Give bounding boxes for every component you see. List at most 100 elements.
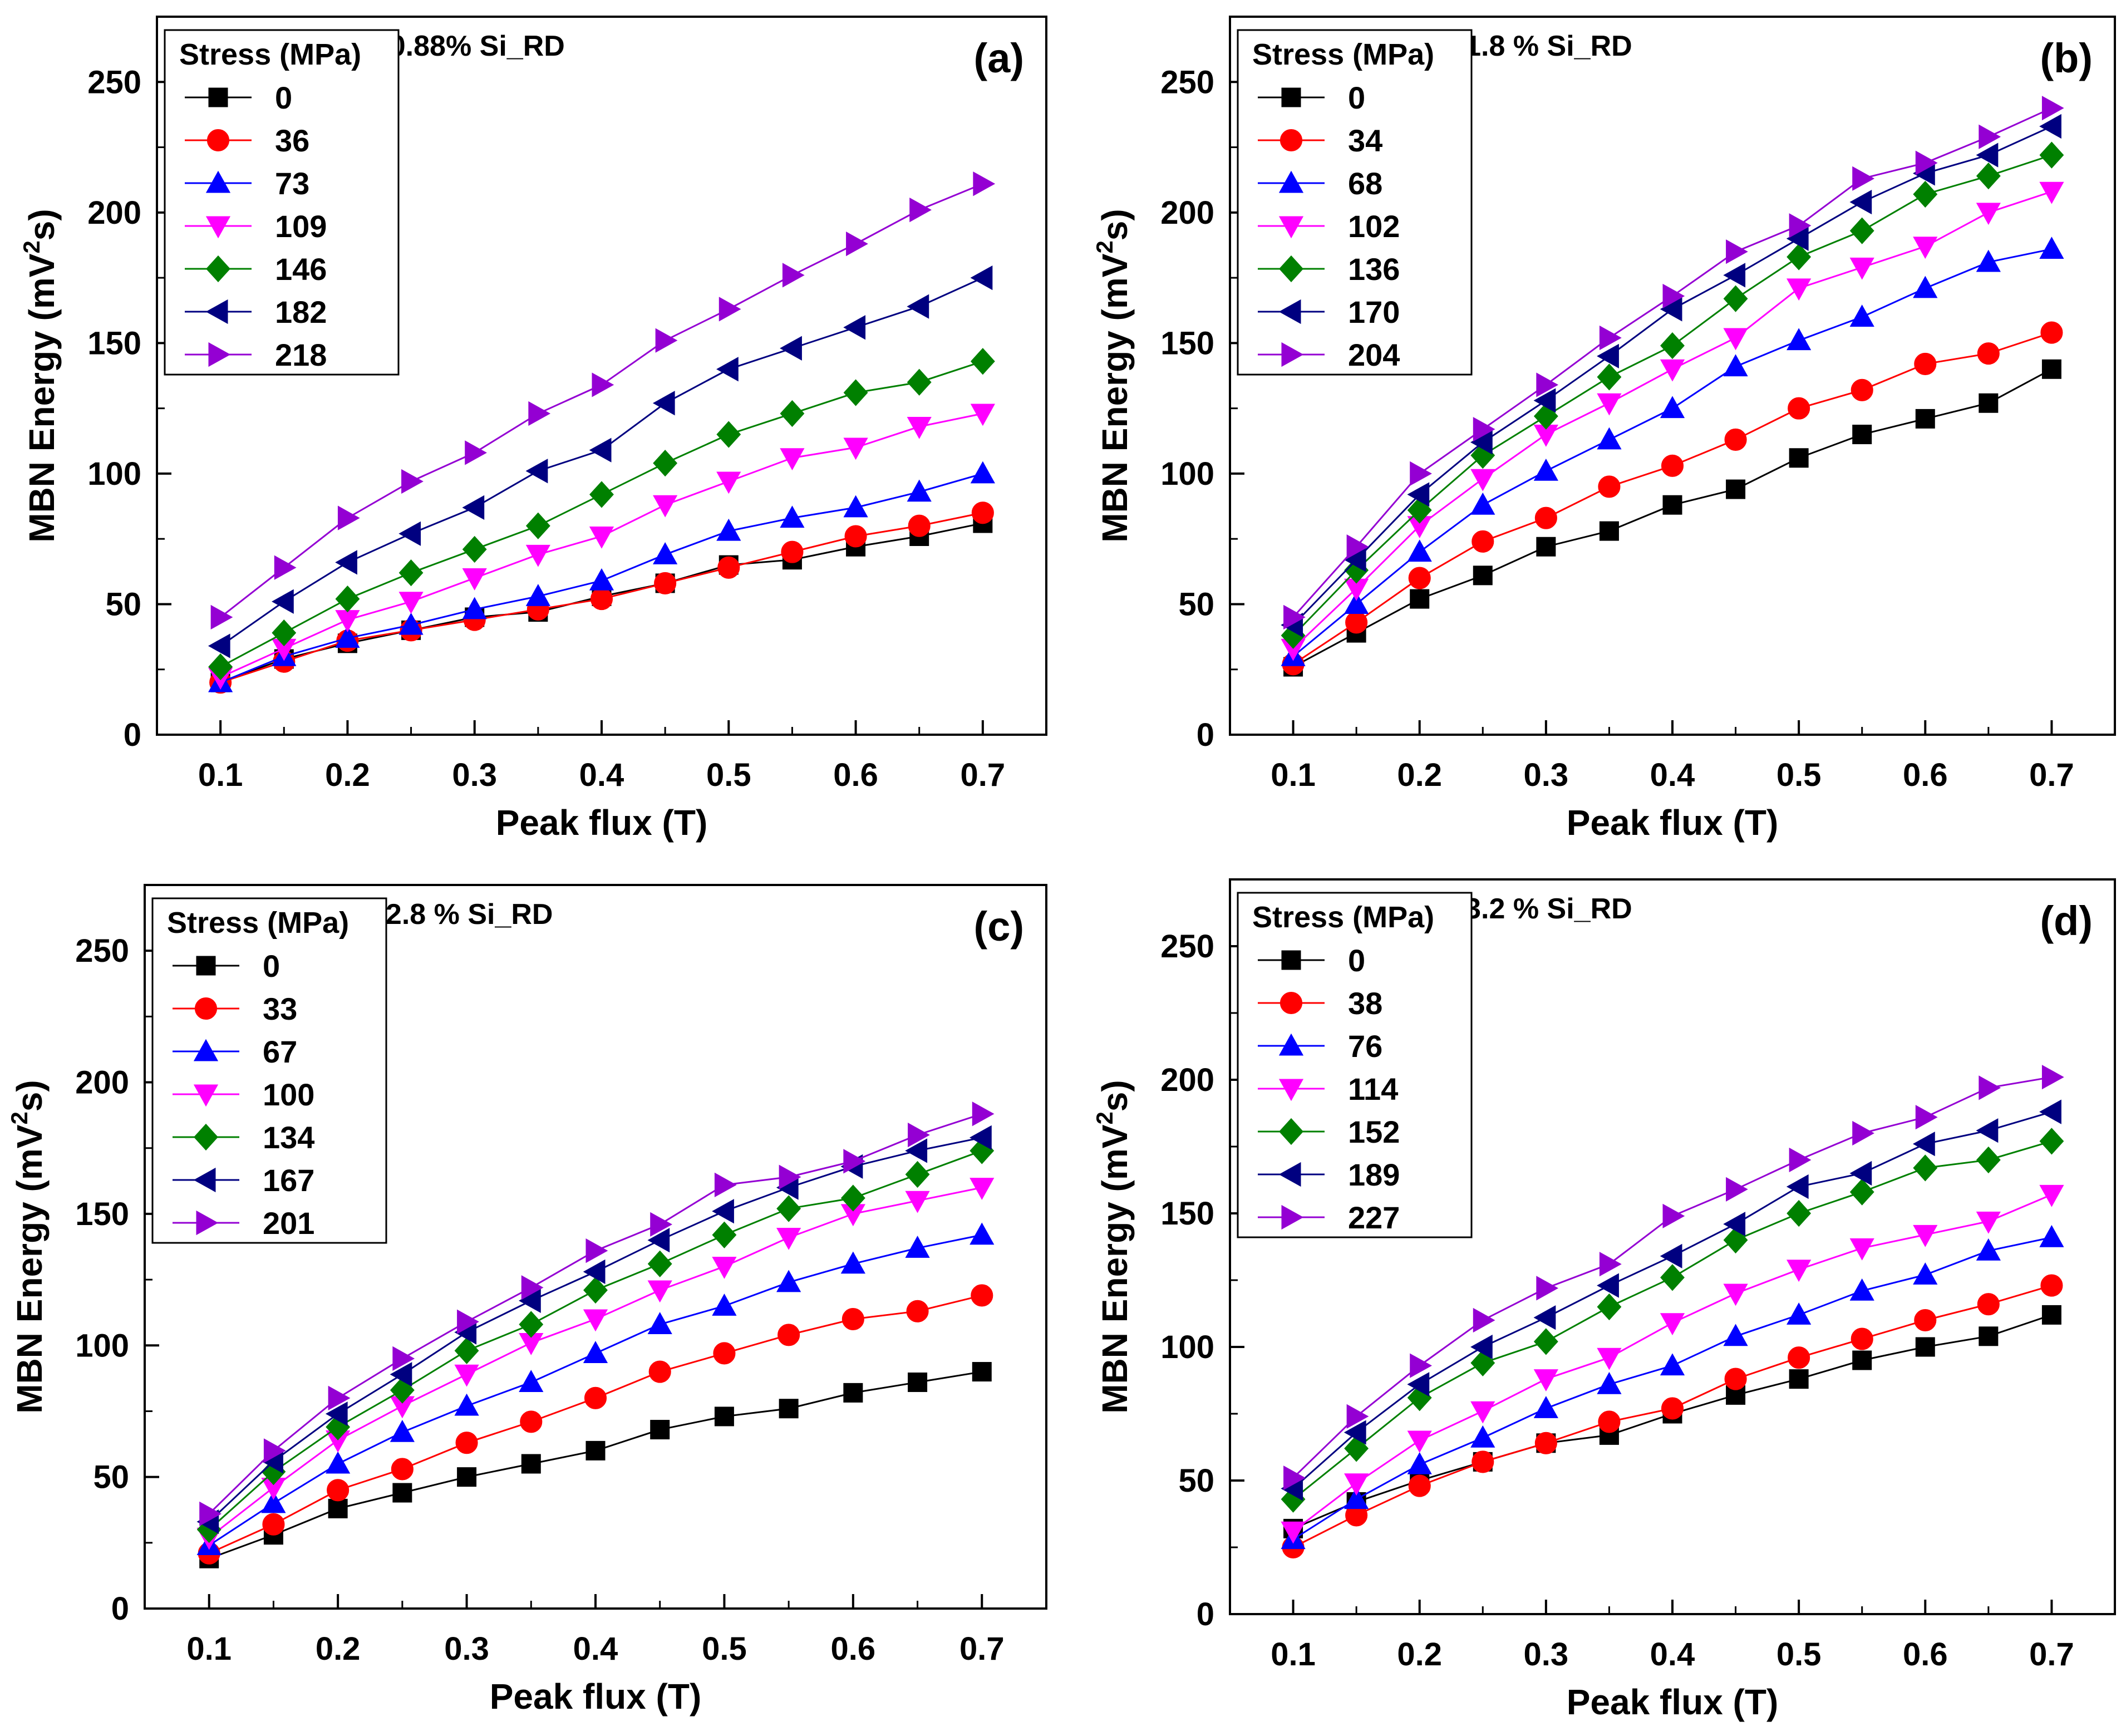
data-point (781, 540, 804, 563)
data-point (335, 626, 360, 648)
data-point (1913, 1262, 1938, 1285)
data-point (780, 448, 805, 471)
data-point (398, 612, 424, 635)
data-point (1789, 1147, 1812, 1173)
data-point (1787, 278, 1812, 301)
data-point (1533, 458, 1558, 481)
data-point (907, 294, 929, 319)
data-point (1599, 521, 1619, 541)
y-tick-label: 50 (105, 586, 141, 622)
data-point (650, 1212, 672, 1237)
y-tick-label: 0 (1197, 1596, 1214, 1632)
data-point (779, 1399, 799, 1419)
legend-marker (1278, 170, 1304, 193)
data-point (712, 1256, 737, 1279)
data-point (1473, 417, 1495, 442)
legend-label: 218 (275, 337, 327, 372)
legend-marker (1279, 129, 1303, 152)
data-point (390, 1419, 415, 1442)
legend-marker (1279, 255, 1303, 283)
series-204 (1283, 96, 2064, 630)
data-point (1849, 257, 1874, 280)
legend-label: 167 (263, 1163, 314, 1198)
data-point (1851, 378, 1873, 401)
data-point (1852, 425, 1872, 445)
legend-marker (193, 1039, 219, 1061)
data-point (263, 1438, 286, 1463)
data-point (647, 1280, 672, 1303)
legend-box (1237, 892, 1473, 1238)
chart-panel-d: 0.1 0.2 0.3 0.4 0.5 0.6 0.7 0 50 100 150 200 250 Peak… (1091, 878, 2116, 1722)
data-point (1852, 1120, 1874, 1146)
data-point (1976, 142, 1999, 168)
x-tick-label: 0.5 (706, 757, 751, 793)
y-axis-label-end: s) (1095, 1080, 1135, 1112)
chart-title: 0.88% Si_RD (390, 30, 565, 62)
legend-marker (1278, 1079, 1304, 1101)
data-point (1789, 448, 1809, 468)
legend-marker (205, 216, 231, 239)
data-point (525, 544, 550, 567)
data-point (970, 1178, 995, 1200)
data-point (776, 1270, 801, 1292)
data-point (1913, 1224, 1938, 1247)
series-114 (1281, 1184, 2064, 1544)
y-tick-label: 50 (93, 1459, 129, 1496)
data-point (1976, 163, 2001, 190)
data-point (717, 556, 740, 579)
data-point (843, 315, 866, 340)
legend-title: Stress (MPa) (167, 906, 349, 940)
x-tick-label: 0.7 (959, 1631, 1005, 1667)
x-tick-label: 0.7 (2029, 1636, 2074, 1673)
data-point (843, 495, 868, 518)
y-tick-label: 100 (87, 456, 141, 492)
data-point (1660, 1243, 1682, 1268)
data-point (1787, 1199, 1812, 1227)
data-point (718, 297, 741, 322)
x-tick-label: 0.1 (198, 757, 243, 793)
data-point (454, 1393, 479, 1416)
series-line (220, 360, 983, 668)
legend-marker (193, 1084, 219, 1107)
data-point (1536, 537, 1556, 557)
data-point (971, 1284, 993, 1307)
legend-label: 36 (275, 123, 309, 158)
data-point (970, 1222, 995, 1245)
legend-box (151, 897, 387, 1244)
x-tick-label: 0.1 (1271, 757, 1316, 793)
data-point (1979, 1075, 2001, 1100)
data-point (1726, 479, 1746, 499)
data-point (1344, 592, 1369, 614)
legend-label: 136 (1348, 252, 1400, 287)
data-point (1597, 363, 1622, 391)
x-tick-label: 0.3 (1524, 1636, 1569, 1673)
data-point (589, 437, 612, 463)
data-point (1660, 332, 1685, 360)
data-point (1343, 1420, 1366, 1445)
series-73 (208, 461, 995, 692)
data-point (905, 1138, 928, 1163)
y-axis-label: MBN Energy (mV2s) (1091, 209, 1135, 542)
x-tick-label: 0.7 (961, 757, 1006, 793)
series-146 (208, 348, 995, 681)
y-tick-label: 150 (75, 1196, 129, 1232)
series-134 (196, 1137, 995, 1543)
x-tick-label: 0.6 (1903, 1636, 1948, 1673)
y-tick-label: 250 (1160, 64, 1214, 100)
data-point (1852, 166, 1874, 191)
data-point (2041, 1305, 2061, 1325)
data-point (1472, 530, 1494, 553)
data-point (647, 1250, 672, 1277)
data-point (1470, 469, 1495, 491)
data-point (779, 1164, 801, 1189)
data-point (1976, 1118, 1999, 1143)
y-tick-label: 0 (111, 1591, 129, 1627)
data-point (1849, 1238, 1874, 1261)
data-point (1533, 388, 1556, 413)
chart-title: 1.8 % Si_RD (1465, 30, 1632, 62)
y-axis-label-superscript: 2 (1091, 1112, 1118, 1124)
data-point (1976, 203, 2001, 225)
data-point (1597, 427, 1622, 450)
y-tick-label: 250 (87, 64, 141, 100)
data-point (1597, 1348, 1622, 1370)
